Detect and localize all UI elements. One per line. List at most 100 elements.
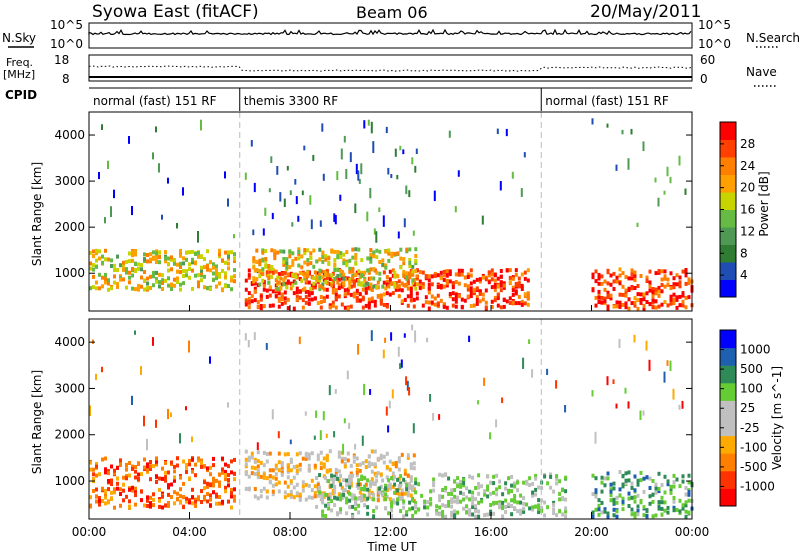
heatmap-cell [265,459,269,464]
heatmap-cell [369,276,373,281]
heatmap-cell [621,474,625,478]
heatmap-cell [262,472,266,477]
heatmap-cell [600,510,604,515]
heatmap-cell [155,462,158,467]
heatmap-cell [307,297,311,302]
nave-tick-top: 60 [700,53,715,67]
heatmap-cell [390,251,394,256]
heatmap-cell [321,250,325,255]
heatmap-cell [256,468,260,473]
heatmap-cell [496,292,500,297]
heatmap-cell [146,253,149,257]
heatmap-cell [176,497,179,502]
heatmap-cell [642,292,646,297]
heatmap-cell [170,495,173,499]
heatmap-cell [636,493,640,498]
heatmap-cell [381,478,385,483]
heatmap-cell [215,272,218,277]
heatmap-cell [327,273,331,278]
heatmap-cell [340,486,344,491]
heatmap-cell [666,282,670,287]
heatmap-cell [514,281,518,286]
heatmap-cell [372,141,375,153]
power-colorbar-cell [720,139,736,158]
heatmap-cell [537,498,541,503]
heatmap-cell [615,164,618,171]
heatmap-cell [330,508,334,513]
heatmap-cell [215,268,218,273]
heatmap-cell [484,277,488,282]
heatmap-cell [274,278,278,282]
heatmap-cell [520,272,524,277]
heatmap-cell [155,270,158,275]
heatmap-cell [261,258,265,263]
heatmap-cell [400,495,404,500]
heatmap-cell [152,250,155,255]
heatmap-cell [125,463,128,467]
heatmap-cell [339,510,343,515]
heatmap-cell [143,287,146,292]
heatmap-cell [681,400,684,409]
heatmap-cell [363,487,367,492]
heatmap-cell [104,456,107,461]
heatmap-cell [304,497,308,502]
heatmap-cell [603,509,607,514]
heatmap-cell [283,495,287,500]
heatmap-cell [155,459,158,464]
heatmap-cell [678,404,681,410]
heatmap-cell [286,493,290,498]
heatmap-cell [651,304,655,309]
heatmap-cell [233,477,236,482]
heatmap-cell [149,460,152,464]
heatmap-cell [460,297,464,302]
heatmap-cell [303,145,306,151]
heatmap-cell [282,249,286,254]
heatmap-cell [555,513,559,518]
heatmap-cell [104,492,107,497]
heatmap-cell [110,464,113,469]
heatmap-cell [119,503,122,508]
heatmap-cell [469,281,473,286]
heatmap-cell [209,483,212,488]
heatmap-cell [513,481,517,486]
heatmap-cell [101,499,104,503]
heatmap-cell [297,252,301,257]
heatmap-cell [310,488,314,493]
heatmap-cell [399,509,403,514]
heatmap-cell [394,464,398,469]
heatmap-cell [651,287,655,291]
heatmap-cell [363,475,367,480]
date-title: 20/May/2011 [590,2,702,22]
heatmap-cell [508,280,512,285]
heatmap-cell [333,490,337,495]
heatmap-cell [322,277,326,282]
heatmap-cell [364,465,368,469]
heatmap-cell [140,498,143,503]
heatmap-cell [200,458,203,463]
heatmap-cell [247,275,251,280]
heatmap-cell [351,247,355,252]
heatmap-cell [336,267,340,272]
heatmap-cell [104,467,107,472]
heatmap-cell [346,291,350,296]
heatmap-cell [285,261,289,266]
heatmap-cell [167,276,170,281]
heatmap-cell [439,285,443,290]
heatmap-cell [546,481,550,486]
heatmap-cell [379,298,383,303]
heatmap-cell [657,471,661,476]
heatmap-cell [397,491,401,496]
heatmap-cell [427,290,431,295]
heatmap-cell [306,262,310,267]
velocity-colorbar-cell [720,418,736,437]
heatmap-cell [331,290,335,295]
heatmap-cell [606,281,610,286]
heatmap-cell [342,252,346,257]
heatmap-cell [510,489,514,494]
heatmap-cell [327,503,331,507]
heatmap-cell [224,473,227,478]
velocity-colorbar-cell [720,400,736,419]
heatmap-cell [603,507,607,512]
heatmap-cell [372,481,376,486]
